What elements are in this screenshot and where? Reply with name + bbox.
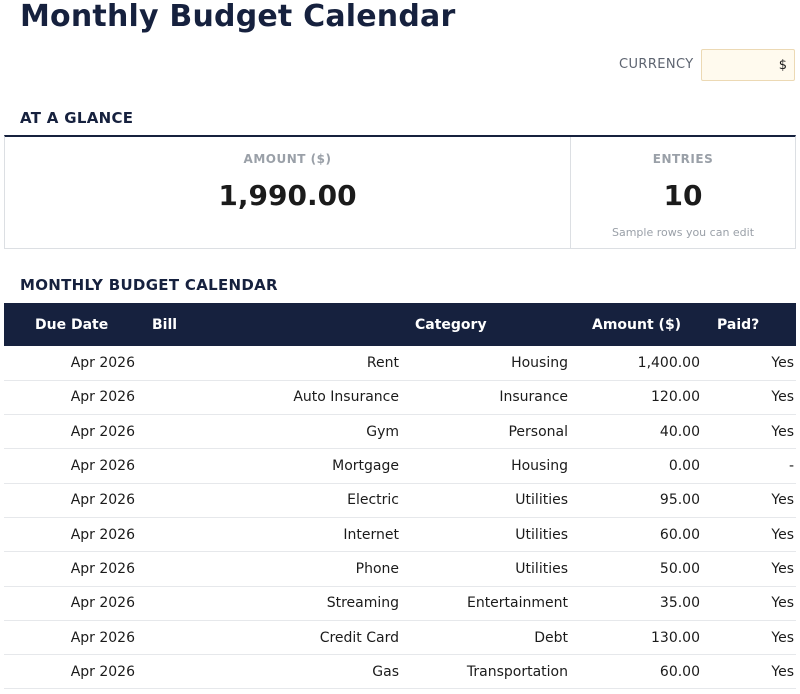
due-date-cell[interactable]: Apr 2026 xyxy=(70,526,135,543)
table-row[interactable]: Apr 2026 Electric Utilities 95.00 Yes xyxy=(4,483,796,518)
due-date-cell[interactable]: Apr 2026 xyxy=(70,629,135,646)
paid-cell[interactable]: Yes xyxy=(771,423,794,440)
budget-table: Due Date Bill Category Amount ($) Paid? … xyxy=(4,303,796,689)
column-header-due-date[interactable]: Due Date xyxy=(35,316,109,333)
entries-card-note: Sample rows you can edit xyxy=(611,226,755,239)
amount-cell[interactable]: 60.00 xyxy=(659,526,700,543)
category-cell[interactable]: Utilities xyxy=(515,492,568,509)
amount-cell[interactable]: 60.00 xyxy=(659,663,700,680)
due-date-cell[interactable]: Apr 2026 xyxy=(70,389,135,406)
table-row[interactable]: Apr 2026 Credit Card Debt 130.00 Yes xyxy=(4,620,796,655)
amount-cell[interactable]: 120.00 xyxy=(651,389,700,406)
category-cell[interactable]: Utilities xyxy=(515,526,568,543)
paid-cell[interactable]: Yes xyxy=(771,560,794,577)
column-header-category[interactable]: Category xyxy=(415,316,487,333)
currency-label: CURRENCY xyxy=(619,57,694,72)
amount-cell[interactable]: 35.00 xyxy=(659,595,700,612)
at-a-glance-heading: AT A GLANCE xyxy=(20,109,134,127)
table-row[interactable]: Apr 2026 Mortgage Housing 0.00 - xyxy=(4,449,796,484)
amount-cell[interactable]: 40.00 xyxy=(659,423,700,440)
paid-cell[interactable]: Yes xyxy=(771,629,794,646)
due-date-cell[interactable]: Apr 2026 xyxy=(70,663,135,680)
due-date-cell[interactable]: Apr 2026 xyxy=(70,560,135,577)
bill-cell[interactable]: Phone xyxy=(355,560,399,577)
amount-card-value: 1,990.00 xyxy=(218,179,357,212)
amount-cell[interactable]: 130.00 xyxy=(651,629,700,646)
amount-cell[interactable]: 0.00 xyxy=(668,458,700,475)
amount-cell[interactable]: 1,400.00 xyxy=(637,354,700,371)
bill-cell[interactable]: Gas xyxy=(372,663,399,680)
paid-cell[interactable]: Yes xyxy=(771,526,794,543)
amount-cell[interactable]: 95.00 xyxy=(659,492,700,509)
category-cell[interactable]: Entertainment xyxy=(466,595,568,612)
paid-cell[interactable]: Yes xyxy=(771,663,794,680)
at-a-glance-cards: AMOUNT ($) 1,990.00 ENTRIES 10 Sample ro… xyxy=(4,135,796,249)
category-cell[interactable]: Personal xyxy=(508,423,568,440)
table-row[interactable]: Apr 2026 Rent Housing 1,400.00 Yes xyxy=(4,346,796,381)
category-cell[interactable]: Housing xyxy=(511,354,568,371)
table-row[interactable]: Apr 2026 Gym Personal 40.00 Yes xyxy=(4,415,796,449)
table-row[interactable]: Apr 2026 Auto Insurance Insurance 120.00… xyxy=(4,380,796,415)
table-header-row: Due Date Bill Category Amount ($) Paid? xyxy=(4,303,796,346)
entries-card-label: ENTRIES xyxy=(652,152,714,166)
paid-cell[interactable]: Yes xyxy=(771,492,794,509)
due-date-cell[interactable]: Apr 2026 xyxy=(70,458,135,475)
entries-card-value: 10 xyxy=(663,179,703,212)
due-date-cell[interactable]: Apr 2026 xyxy=(70,354,135,371)
bill-cell[interactable]: Internet xyxy=(343,526,399,543)
column-header-bill[interactable]: Bill xyxy=(152,316,178,333)
paid-cell[interactable]: Yes xyxy=(771,389,794,406)
bill-cell[interactable]: Credit Card xyxy=(319,629,399,646)
bill-cell[interactable]: Rent xyxy=(366,354,399,371)
table-row[interactable]: Apr 2026 Phone Utilities 50.00 Yes xyxy=(4,552,796,587)
bill-cell[interactable]: Streaming xyxy=(326,595,399,612)
bill-cell[interactable]: Gym xyxy=(366,423,399,440)
amount-card-label: AMOUNT ($) xyxy=(243,152,332,166)
bill-cell[interactable]: Electric xyxy=(347,492,399,509)
table-row[interactable]: Apr 2026 Internet Utilities 60.00 Yes xyxy=(4,517,796,552)
category-cell[interactable]: Insurance xyxy=(499,389,568,406)
column-header-amount[interactable]: Amount ($) xyxy=(592,316,682,333)
paid-cell[interactable]: Yes xyxy=(771,595,794,612)
page-title: Monthly Budget Calendar xyxy=(20,0,456,34)
due-date-cell[interactable]: Apr 2026 xyxy=(70,492,135,509)
due-date-cell[interactable]: Apr 2026 xyxy=(70,423,135,440)
category-cell[interactable]: Utilities xyxy=(515,560,568,577)
paid-cell[interactable]: - xyxy=(788,458,794,475)
bill-cell[interactable]: Auto Insurance xyxy=(293,389,399,406)
column-header-paid[interactable]: Paid? xyxy=(717,316,760,333)
category-cell[interactable]: Transportation xyxy=(466,663,568,680)
entries-card: ENTRIES 10 Sample rows you can edit xyxy=(571,137,795,248)
category-cell[interactable]: Housing xyxy=(511,458,568,475)
currency-input[interactable] xyxy=(701,49,795,81)
amount-cell[interactable]: 50.00 xyxy=(659,560,700,577)
due-date-cell[interactable]: Apr 2026 xyxy=(70,595,135,612)
paid-cell[interactable]: Yes xyxy=(771,354,794,371)
bill-cell[interactable]: Mortgage xyxy=(332,458,399,475)
amount-card: AMOUNT ($) 1,990.00 xyxy=(5,137,571,248)
budget-calendar-heading: MONTHLY BUDGET CALENDAR xyxy=(20,276,278,294)
table-row[interactable]: Apr 2026 Streaming Entertainment 35.00 Y… xyxy=(4,586,796,621)
category-cell[interactable]: Debt xyxy=(534,629,568,646)
table-row[interactable]: Apr 2026 Gas Transportation 60.00 Yes xyxy=(4,655,796,689)
